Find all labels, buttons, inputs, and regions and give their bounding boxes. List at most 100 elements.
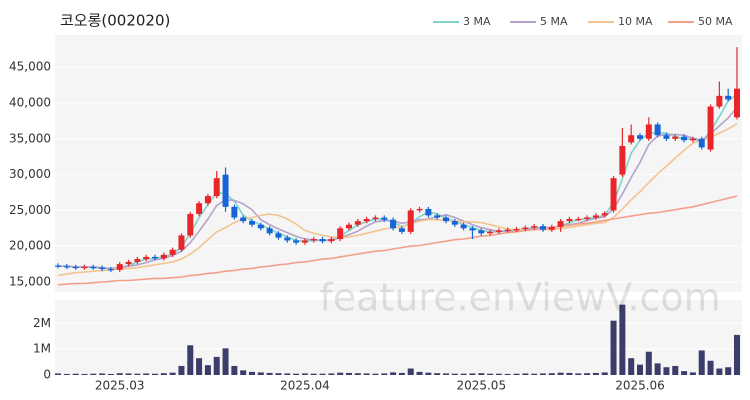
volume-bar <box>487 373 494 375</box>
volume-bar <box>116 373 123 375</box>
candle-body <box>257 224 264 229</box>
ma-line <box>57 123 738 277</box>
candle-body <box>99 267 106 270</box>
volume-bar <box>107 373 114 375</box>
volume-bar <box>310 373 317 375</box>
volume-bar <box>716 368 723 375</box>
volume-bar <box>628 358 635 375</box>
volume-bar <box>346 372 352 375</box>
volume-bar <box>531 373 538 375</box>
volume-bar <box>152 373 158 375</box>
volume-bar <box>63 373 70 375</box>
volume-bar <box>566 372 573 375</box>
volume-bar <box>681 371 688 375</box>
volume-bar <box>469 373 476 375</box>
volume-bar <box>557 372 564 375</box>
candle-body <box>654 124 661 136</box>
candle-body <box>90 266 97 269</box>
candle-body <box>346 224 352 229</box>
volume-bar <box>443 373 449 375</box>
volume-bar <box>231 365 238 375</box>
x-tick-label: 2025.03 <box>95 379 145 393</box>
volume-bar <box>213 356 220 375</box>
volume-bar <box>204 365 211 375</box>
candle-body <box>354 221 361 225</box>
candle-body <box>601 213 608 216</box>
candle-body <box>540 226 546 230</box>
candle-body <box>125 261 132 265</box>
candle-body <box>734 88 740 118</box>
volume-bar <box>434 373 441 375</box>
volume-bar <box>540 373 546 375</box>
legend-label: 5 MA <box>540 15 568 28</box>
y-tick-label: 25,000 <box>9 203 51 217</box>
candle-body <box>592 215 599 218</box>
volume-bar <box>575 373 582 375</box>
candle-body <box>178 235 185 250</box>
candle-body <box>434 215 441 218</box>
candle-body <box>663 135 670 139</box>
volume-bar <box>99 373 106 375</box>
volume-bar <box>725 367 732 375</box>
candle-body <box>548 226 555 230</box>
candle-body <box>451 221 458 225</box>
volume-bar <box>416 371 423 375</box>
volume-panel <box>55 300 742 375</box>
candle-body <box>143 256 150 260</box>
y-tick-label: 40,000 <box>9 96 51 110</box>
x-tick-label: 2025.05 <box>456 379 506 393</box>
volume-bar <box>354 373 361 375</box>
candle-body <box>319 239 326 242</box>
candle-body <box>293 240 300 243</box>
volume-bar <box>134 373 141 375</box>
volume-bar <box>196 358 203 375</box>
volume-bar <box>425 372 432 375</box>
candle-body <box>204 196 211 204</box>
volume-bar <box>637 364 643 375</box>
volume-bar <box>663 367 670 375</box>
candle-body <box>716 95 723 107</box>
candle-body <box>584 217 591 219</box>
candle-body <box>725 95 732 100</box>
candle-body <box>275 233 282 238</box>
candle-body <box>460 224 467 229</box>
volume-bar <box>592 372 599 375</box>
watermark: feature.enViewV.com <box>319 276 720 320</box>
candle-body <box>416 208 423 211</box>
volume-bar <box>478 373 485 375</box>
candle-body <box>619 145 626 175</box>
candle-body <box>443 217 449 222</box>
volume-bar <box>284 373 291 375</box>
candle-body <box>672 136 679 139</box>
candle-body <box>196 203 203 214</box>
volume-bar <box>672 365 679 375</box>
ma-line <box>57 195 738 286</box>
x-tick-label: 2025.06 <box>615 379 665 393</box>
volume-bar <box>734 334 740 375</box>
candle-body <box>557 221 564 227</box>
volume-bar <box>169 372 176 375</box>
volume-bar <box>381 373 388 375</box>
volume-bar <box>222 348 229 375</box>
candle-body <box>363 218 370 222</box>
candle-body <box>310 239 317 241</box>
candle-body <box>222 174 229 207</box>
volume-bar <box>654 363 661 375</box>
candle-body <box>522 227 529 230</box>
candle-body <box>213 178 220 197</box>
candle-body <box>107 269 114 271</box>
volume-bar <box>125 373 132 375</box>
volume-bar <box>240 370 247 375</box>
x-tick-label: 2025.04 <box>280 379 330 393</box>
candle-body <box>160 254 167 259</box>
volume-bar <box>160 373 167 375</box>
volume-bar <box>249 371 255 375</box>
volume-bar <box>372 373 379 375</box>
volume-bar <box>301 373 308 375</box>
candle-body <box>681 136 688 141</box>
legend-label: 50 MA <box>698 15 733 28</box>
volume-bar <box>504 373 511 375</box>
candle-body <box>398 228 405 232</box>
volume-bar <box>275 373 282 375</box>
